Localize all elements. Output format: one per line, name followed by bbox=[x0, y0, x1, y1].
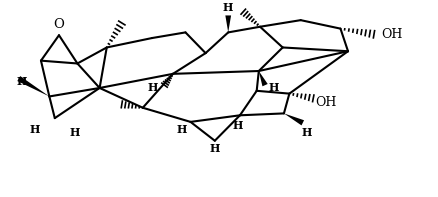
Text: H: H bbox=[148, 83, 158, 93]
Polygon shape bbox=[225, 15, 231, 32]
Text: O: O bbox=[53, 18, 64, 31]
Text: OH: OH bbox=[381, 28, 403, 41]
Text: H: H bbox=[223, 2, 233, 13]
Polygon shape bbox=[284, 113, 304, 125]
Text: H: H bbox=[176, 124, 187, 135]
Text: H: H bbox=[302, 127, 312, 138]
Text: H: H bbox=[16, 76, 26, 87]
Text: H: H bbox=[29, 124, 40, 135]
Polygon shape bbox=[259, 71, 268, 86]
Text: H: H bbox=[268, 83, 279, 93]
Text: H: H bbox=[69, 127, 80, 138]
Text: OH: OH bbox=[315, 96, 337, 109]
Polygon shape bbox=[18, 76, 49, 97]
Text: H: H bbox=[233, 120, 243, 131]
Text: H: H bbox=[210, 143, 220, 154]
